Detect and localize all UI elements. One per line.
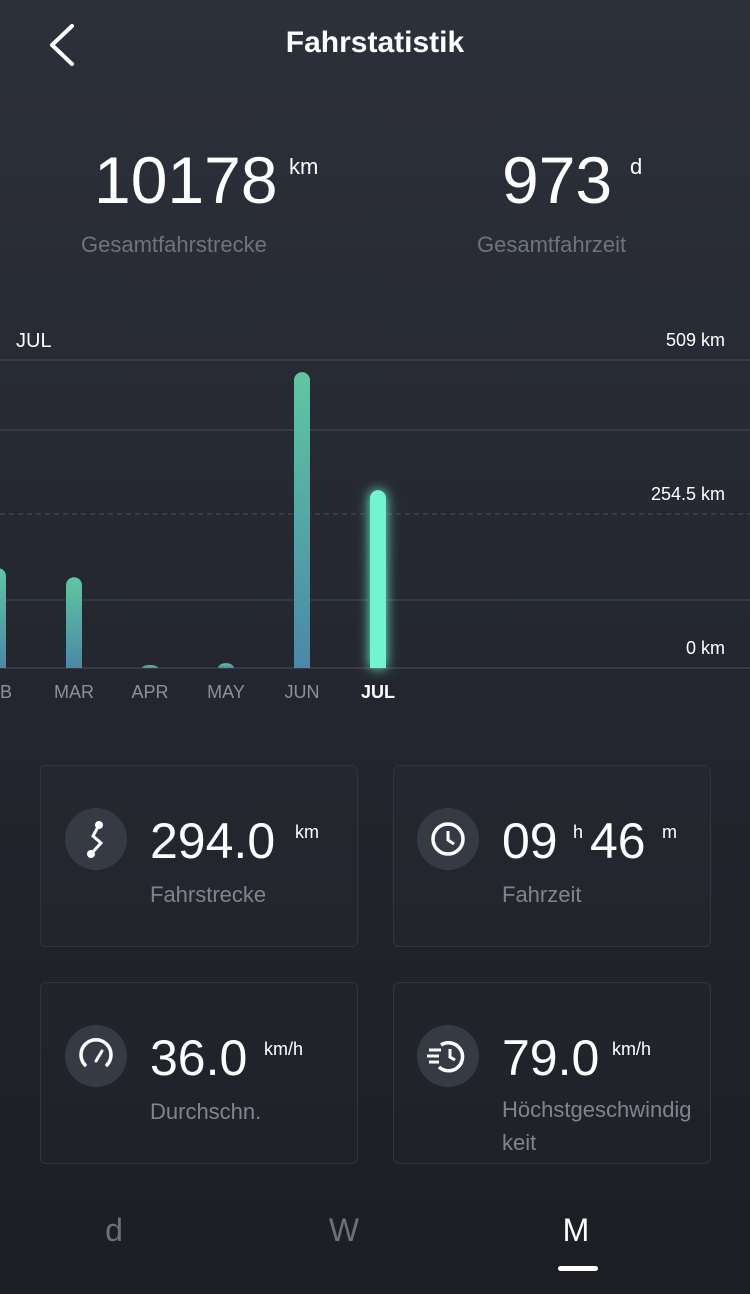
- bar: [294, 372, 310, 668]
- unit: h: [573, 822, 584, 842]
- total-time: 973: [502, 143, 613, 217]
- unit: km/h: [264, 1039, 304, 1059]
- label: Gesamtfahrzeit: [477, 232, 627, 257]
- route-icon: [65, 808, 127, 870]
- label: Gesamtfahrstrecke: [81, 232, 267, 257]
- unit: km/h: [612, 1039, 652, 1059]
- page-title: Fahrstatistik: [285, 26, 465, 59]
- value: 79.0: [502, 1030, 600, 1086]
- gauge-icon: [65, 1025, 127, 1087]
- back-button[interactable]: [44, 22, 80, 68]
- label: Höchstgeschwindigkeit: [502, 1097, 692, 1155]
- speed-icon: [417, 1025, 479, 1087]
- tab[interactable]: d: [105, 1212, 123, 1248]
- card: [393, 982, 711, 1164]
- bar: [0, 568, 6, 668]
- tab-active[interactable]: M: [562, 1212, 590, 1248]
- bar: [142, 664, 158, 668]
- chart: JUL 0 km 254.5 km 509 km B MAR APR MAY JUN JUL: [0, 330, 750, 702]
- bar: [370, 490, 386, 668]
- total-distance: 10178: [94, 143, 278, 217]
- selected-month: JUL: [16, 330, 52, 352]
- card: [40, 765, 358, 947]
- x-tick-label: JUN: [285, 682, 320, 702]
- clock-icon: [417, 808, 479, 870]
- x-tick-label: B: [0, 682, 12, 702]
- x-tick-label: APR: [131, 682, 168, 702]
- value: 09: [502, 813, 558, 869]
- bar: [218, 663, 234, 668]
- bar: [66, 577, 82, 668]
- y-tick-label: 509 km: [666, 330, 725, 350]
- value: 36.0: [150, 1030, 248, 1086]
- unit: km: [295, 822, 319, 842]
- tab-indicator: [558, 1266, 598, 1271]
- label: Durchschn.: [150, 1099, 262, 1124]
- unit: km: [289, 154, 319, 179]
- x-tick-label: MAY: [207, 682, 245, 702]
- label: Fahrzeit: [502, 882, 582, 907]
- unit: d: [630, 154, 643, 179]
- y-tick-label: 254.5 km: [651, 484, 725, 504]
- value: 46: [590, 813, 646, 869]
- tab[interactable]: W: [328, 1212, 360, 1248]
- unit: m: [662, 822, 677, 842]
- card: [393, 765, 711, 947]
- y-tick-label: 0 km: [686, 638, 725, 658]
- x-tick-label: JUL: [361, 682, 395, 702]
- label: Fahrstrecke: [150, 882, 267, 907]
- value: 294.0: [150, 813, 276, 869]
- x-tick-label: MAR: [54, 682, 94, 702]
- card: [40, 982, 358, 1164]
